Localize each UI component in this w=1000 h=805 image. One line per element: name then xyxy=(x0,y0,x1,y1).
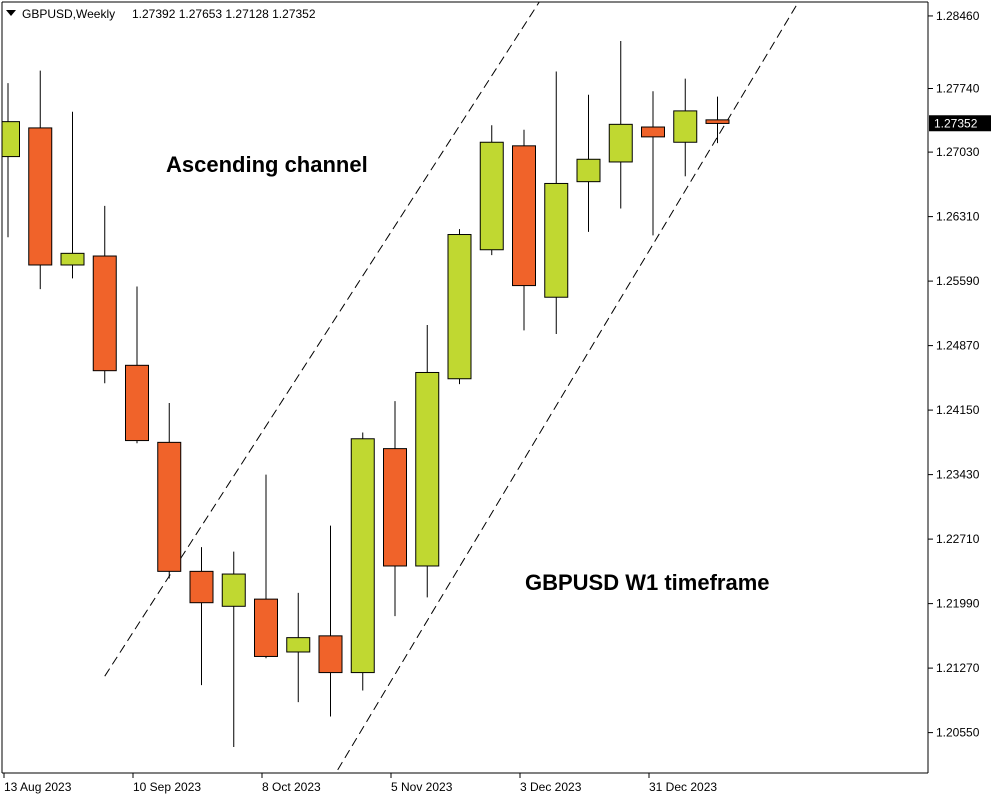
candle-body-bearish xyxy=(28,127,53,266)
candle[interactable] xyxy=(157,402,182,579)
price-axis[interactable]: 1.28460 1.27740 1.27030 1.26310 1.25590 1.248… xyxy=(928,9,980,740)
candle-body-bullish xyxy=(608,123,633,163)
x-tick-label: 13 Aug 2023 xyxy=(4,780,72,794)
candle[interactable] xyxy=(608,41,633,209)
y-tick-label: 1.25590 xyxy=(936,274,980,288)
candle[interactable] xyxy=(92,205,117,384)
y-tick-label: 1.24150 xyxy=(936,403,980,417)
candle-body-bearish xyxy=(705,119,730,124)
candle[interactable] xyxy=(641,91,665,236)
candle[interactable] xyxy=(286,592,311,703)
candle-body-bearish xyxy=(157,441,182,572)
candle[interactable] xyxy=(512,129,536,331)
candle-body-bullish xyxy=(479,141,504,251)
candle[interactable] xyxy=(705,96,730,144)
y-tick-label: 1.27740 xyxy=(936,82,980,96)
x-tick-label: 3 Dec 2023 xyxy=(520,780,582,794)
candle-body-bullish xyxy=(415,371,440,567)
candle-body-bullish xyxy=(544,182,569,298)
y-tick-label: 1.24870 xyxy=(936,339,980,353)
current-price-tag-bg xyxy=(929,115,991,132)
candle-body-bullish xyxy=(2,121,20,158)
candle-body-bullish xyxy=(221,573,246,607)
candle[interactable] xyxy=(576,94,601,232)
current-price-tag: 1.27352 xyxy=(929,115,991,132)
y-tick-label: 1.23430 xyxy=(936,468,980,482)
candle-body-bullish xyxy=(350,438,375,674)
candle[interactable] xyxy=(318,525,343,717)
current-price-label: 1.27352 xyxy=(934,116,978,130)
y-tick-label: 1.21270 xyxy=(936,661,980,675)
time-axis[interactable]: 13 Aug 2023 10 Sep 2023 8 Oct 2023 5 Nov 20… xyxy=(3,773,717,794)
candle[interactable] xyxy=(254,474,278,659)
candle-body-bullish xyxy=(286,637,311,653)
candle[interactable] xyxy=(189,547,214,686)
candles-group xyxy=(0,41,730,747)
x-tick-label: 5 Nov 2023 xyxy=(391,780,453,794)
candle[interactable] xyxy=(383,401,407,617)
symbol-title[interactable]: GBPUSD,Weekly xyxy=(22,7,115,21)
y-tick-label: 1.26310 xyxy=(936,210,980,224)
channel-line-lower[interactable] xyxy=(331,0,815,782)
candle-body-bearish xyxy=(189,570,214,604)
candle-body-bearish xyxy=(512,145,536,287)
candle[interactable] xyxy=(221,551,246,747)
x-tick-label: 31 Dec 2023 xyxy=(649,780,717,794)
candle-body-bearish xyxy=(383,448,407,567)
candle[interactable] xyxy=(415,325,440,598)
symbol-dropdown-icon[interactable] xyxy=(6,10,16,16)
ascending-channel[interactable] xyxy=(104,0,815,782)
channel-label[interactable]: Ascending channel xyxy=(166,152,368,177)
candle[interactable] xyxy=(350,432,375,691)
candle[interactable] xyxy=(447,229,472,385)
candle-body-bearish xyxy=(254,598,278,657)
candle[interactable] xyxy=(60,111,85,279)
candle-body-bullish xyxy=(447,234,472,380)
x-tick-label: 10 Sep 2023 xyxy=(133,780,201,794)
candle-body-bullish xyxy=(60,252,85,266)
channel-line-upper[interactable] xyxy=(104,0,557,677)
candle-body-bearish xyxy=(92,255,117,372)
candle[interactable] xyxy=(673,78,698,177)
candle[interactable] xyxy=(0,83,20,238)
candle-body-bullish xyxy=(673,110,698,143)
timeframe-label[interactable]: GBPUSD W1 timeframe xyxy=(525,570,770,595)
candle-body-bearish xyxy=(318,635,343,674)
candle[interactable] xyxy=(125,286,149,444)
candle-body-bullish xyxy=(576,158,601,183)
candle[interactable] xyxy=(479,125,504,256)
candle[interactable] xyxy=(28,70,53,290)
candle-body-bearish xyxy=(125,364,149,442)
candle-body-bearish xyxy=(641,126,665,138)
y-tick-label: 1.22710 xyxy=(936,532,980,546)
y-tick-label: 1.28460 xyxy=(936,9,980,23)
x-tick-label: 8 Oct 2023 xyxy=(262,780,321,794)
candle[interactable] xyxy=(544,71,569,334)
y-tick-label: 1.20550 xyxy=(936,726,980,740)
ohlc-readout: 1.27392 1.27653 1.27128 1.27352 xyxy=(132,7,316,21)
y-tick-label: 1.27030 xyxy=(936,145,980,159)
y-tick-label: 1.21990 xyxy=(936,597,980,611)
